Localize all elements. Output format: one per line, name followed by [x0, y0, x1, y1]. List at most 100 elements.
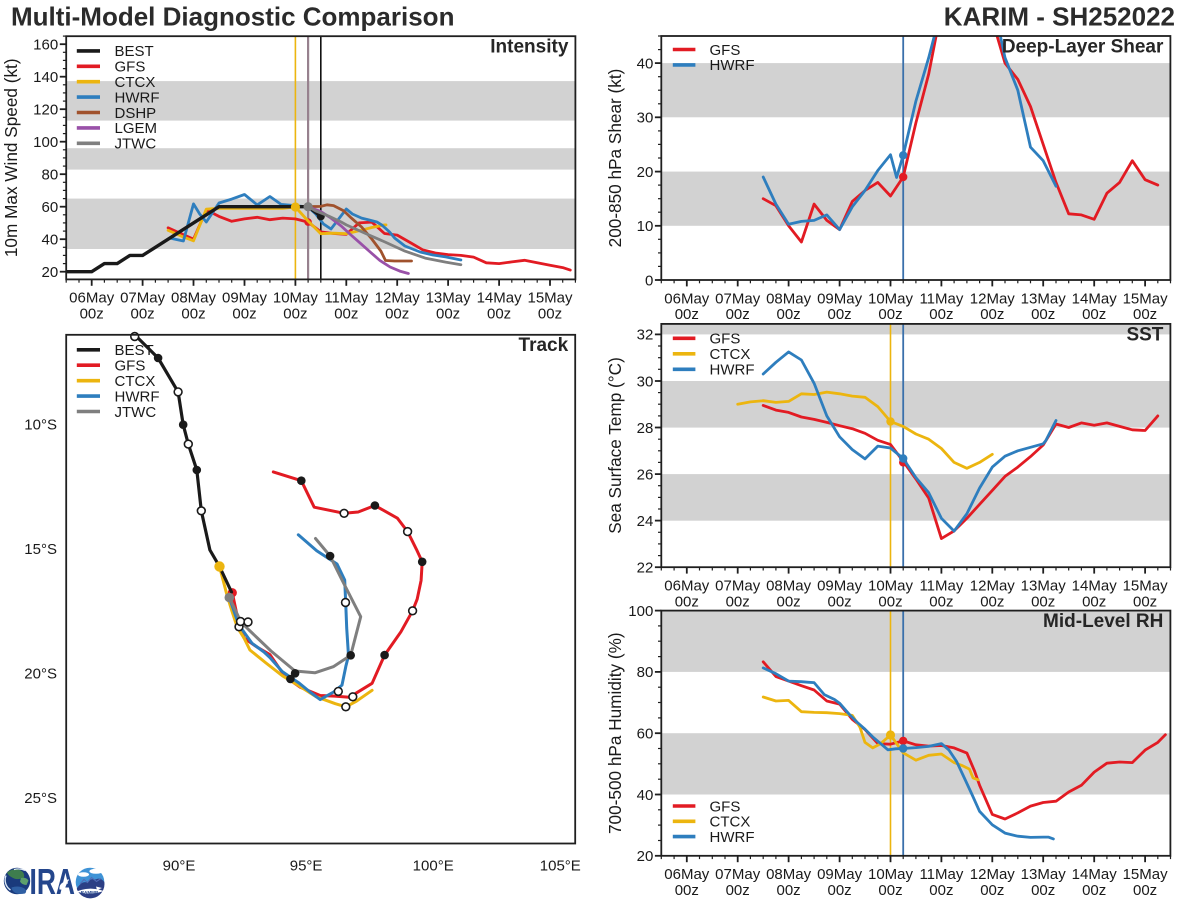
svg-text:CTCX: CTCX: [115, 373, 156, 390]
svg-text:00z: 00z: [538, 306, 562, 323]
svg-text:00z: 00z: [980, 593, 1004, 610]
svg-text:00z: 00z: [828, 593, 852, 610]
svg-text:14May: 14May: [477, 290, 523, 307]
svg-text:00z: 00z: [980, 882, 1004, 899]
svg-text:00z: 00z: [1133, 882, 1157, 899]
svg-text:14May: 14May: [1072, 290, 1118, 307]
svg-text:00z: 00z: [878, 882, 902, 899]
svg-text:20°S: 20°S: [24, 665, 57, 682]
svg-text:10May: 10May: [273, 290, 319, 307]
svg-text:07May: 07May: [120, 290, 166, 307]
svg-text:07May: 07May: [715, 866, 761, 883]
svg-text:LGEM: LGEM: [115, 120, 158, 137]
svg-text:10m Max Wind Speed (kt): 10m Max Wind Speed (kt): [1, 58, 21, 257]
svg-text:12May: 12May: [375, 290, 421, 307]
svg-text:HWRF: HWRF: [115, 388, 160, 405]
svg-text:JTWC: JTWC: [115, 404, 157, 421]
svg-text:00z: 00z: [777, 306, 801, 323]
svg-text:00z: 00z: [283, 306, 307, 323]
svg-text:00z: 00z: [1082, 593, 1106, 610]
svg-text:14May: 14May: [1072, 578, 1118, 595]
svg-text:00z: 00z: [1031, 882, 1055, 899]
svg-text:JTWC: JTWC: [115, 136, 157, 153]
svg-text:00z: 00z: [726, 593, 750, 610]
svg-text:00z: 00z: [181, 306, 205, 323]
svg-text:RAMMB: RAMMB: [81, 890, 99, 895]
svg-text:00z: 00z: [929, 882, 953, 899]
svg-text:Mid-Level RH: Mid-Level RH: [1043, 611, 1163, 632]
svg-text:00z: 00z: [828, 306, 852, 323]
svg-text:07May: 07May: [715, 290, 761, 307]
svg-text:00z: 00z: [777, 593, 801, 610]
svg-text:105°E: 105°E: [540, 858, 581, 875]
svg-text:00z: 00z: [726, 306, 750, 323]
svg-text:08May: 08May: [171, 290, 217, 307]
svg-text:10May: 10May: [868, 866, 914, 883]
svg-text:22: 22: [637, 560, 654, 577]
svg-text:00z: 00z: [1133, 593, 1157, 610]
svg-text:HWRF: HWRF: [710, 829, 755, 846]
svg-text:GFS: GFS: [115, 59, 146, 76]
svg-text:11May: 11May: [919, 578, 963, 595]
svg-text:13May: 13May: [1021, 578, 1067, 595]
svg-text:15°S: 15°S: [24, 541, 57, 558]
svg-text:100: 100: [628, 603, 653, 620]
svg-text:Deep-Layer Shear: Deep-Layer Shear: [1002, 36, 1164, 57]
svg-text:95°E: 95°E: [290, 858, 323, 875]
svg-text:00z: 00z: [385, 306, 409, 323]
svg-text:10May: 10May: [868, 290, 914, 307]
svg-text:40: 40: [637, 55, 654, 72]
svg-text:12May: 12May: [970, 290, 1016, 307]
svg-text:32: 32: [637, 327, 654, 344]
svg-text:BEST: BEST: [115, 342, 154, 359]
svg-text:00z: 00z: [777, 882, 801, 899]
svg-text:07May: 07May: [715, 578, 761, 595]
svg-text:00z: 00z: [828, 882, 852, 899]
svg-text:09May: 09May: [817, 290, 863, 307]
svg-text:00z: 00z: [334, 306, 358, 323]
svg-text:HWRF: HWRF: [115, 89, 160, 106]
svg-text:00z: 00z: [1031, 306, 1055, 323]
svg-text:11May: 11May: [324, 290, 368, 307]
svg-text:GFS: GFS: [710, 42, 741, 59]
svg-text:HWRF: HWRF: [710, 362, 755, 379]
svg-text:CTCX: CTCX: [115, 74, 156, 91]
svg-text:20: 20: [637, 848, 654, 865]
svg-text:00z: 00z: [436, 306, 460, 323]
svg-text:00z: 00z: [675, 882, 699, 899]
svg-text:GFS: GFS: [710, 331, 741, 348]
svg-text:200-850 hPa Shear (kt): 200-850 hPa Shear (kt): [605, 69, 625, 248]
svg-text:06May: 06May: [664, 866, 710, 883]
svg-text:06May: 06May: [664, 290, 710, 307]
svg-text:Multi-Model Diagnostic Compari: Multi-Model Diagnostic Comparison: [11, 2, 454, 32]
svg-text:00z: 00z: [929, 593, 953, 610]
svg-text:25°S: 25°S: [24, 790, 57, 807]
svg-text:SST: SST: [1126, 324, 1163, 345]
svg-text:08May: 08May: [766, 578, 812, 595]
svg-text:00z: 00z: [1031, 593, 1055, 610]
svg-text:00z: 00z: [232, 306, 256, 323]
svg-text:GFS: GFS: [115, 358, 146, 375]
svg-text:700-500 hPa Humidity (%): 700-500 hPa Humidity (%): [605, 632, 625, 834]
svg-text:10°S: 10°S: [24, 417, 57, 434]
svg-text:00z: 00z: [675, 593, 699, 610]
svg-text:11May: 11May: [919, 866, 963, 883]
svg-text:09May: 09May: [817, 866, 863, 883]
svg-text:30: 30: [637, 373, 654, 390]
svg-text:00z: 00z: [929, 306, 953, 323]
svg-text:00z: 00z: [726, 882, 750, 899]
svg-text:06May: 06May: [69, 290, 115, 307]
svg-text:GFS: GFS: [710, 798, 741, 815]
svg-text:100: 100: [33, 134, 58, 151]
svg-text:00z: 00z: [487, 306, 511, 323]
svg-text:80: 80: [42, 167, 59, 184]
svg-text:28: 28: [637, 420, 654, 437]
svg-text:15May: 15May: [1123, 290, 1169, 307]
svg-text:00z: 00z: [980, 306, 1004, 323]
svg-text:11May: 11May: [919, 290, 963, 307]
svg-text:CTCX: CTCX: [710, 346, 751, 363]
svg-text:15May: 15May: [1123, 578, 1169, 595]
svg-text:80: 80: [637, 664, 654, 681]
svg-text:20: 20: [42, 264, 59, 281]
svg-text:BEST: BEST: [115, 43, 154, 60]
